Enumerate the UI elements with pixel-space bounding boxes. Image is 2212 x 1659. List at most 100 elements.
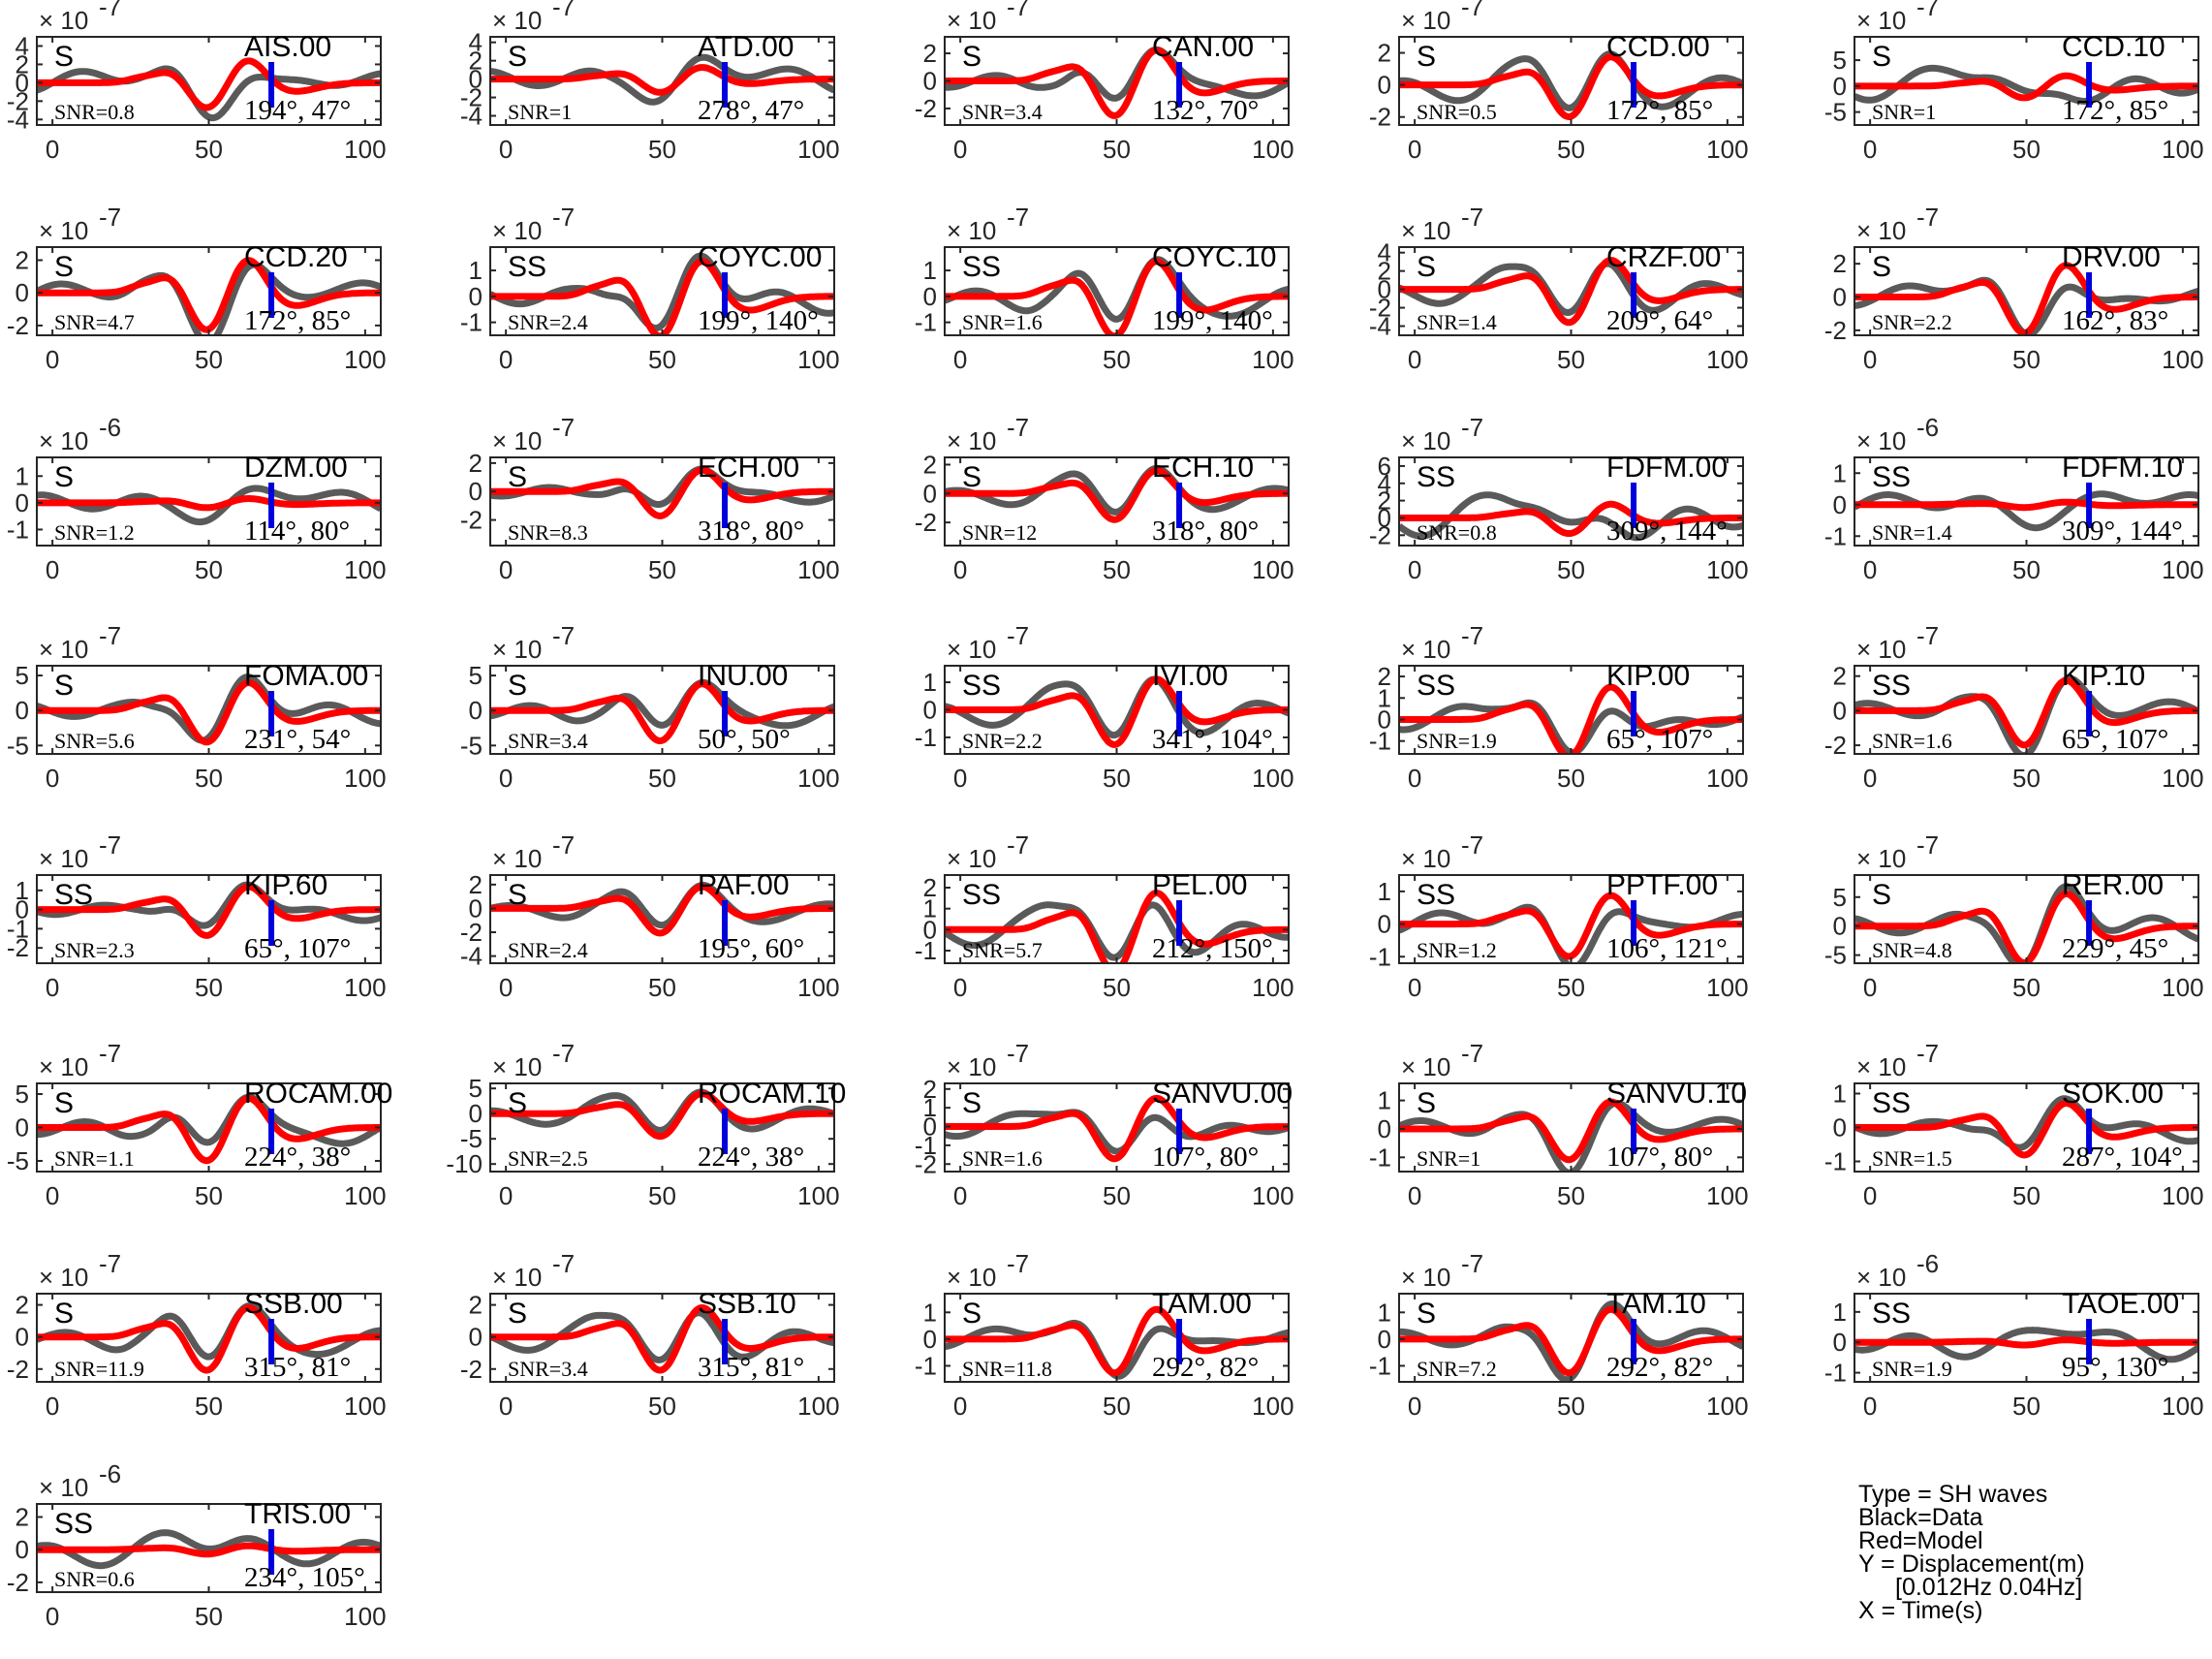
data-trace: [945, 46, 1289, 102]
y-exponent-power: -7: [1007, 1039, 1029, 1068]
x-tick-label: 100: [2162, 764, 2203, 793]
model-trace: [37, 57, 381, 111]
y-tick-label: -2: [460, 1355, 483, 1384]
x-tick-label: 0: [1408, 1392, 1421, 1421]
azimuth-label: 224°, 38°: [244, 1142, 351, 1173]
y-tick-label: 0: [469, 65, 483, 94]
x-tick-label: 50: [195, 345, 223, 374]
y-tick-label: 5: [1833, 883, 1847, 912]
x-tick-label: 100: [344, 764, 386, 793]
x-tick-label: 0: [499, 1392, 513, 1421]
y-exponent-power: -7: [1461, 1249, 1483, 1278]
x-tick-label: 50: [1557, 135, 1585, 164]
model-trace: [945, 1094, 1289, 1163]
y-tick-label: 2: [469, 47, 483, 76]
x-tick-label: 100: [1706, 555, 1748, 584]
y-exponent: × 10: [492, 1052, 542, 1081]
x-tick-label: 50: [2012, 555, 2041, 584]
snr-label: SNR=8.3: [508, 520, 588, 545]
station-label: SANVU.00: [1152, 1078, 1293, 1110]
snr-label: SNR=2.4: [508, 310, 588, 334]
y-tick-label: -1: [1369, 942, 1391, 971]
y-tick-label: -4: [7, 105, 29, 134]
x-tick-label: 100: [1706, 1181, 1748, 1210]
y-exponent: × 10: [39, 1473, 88, 1502]
x-tick-label: 50: [648, 555, 676, 584]
y-tick-label: 1: [923, 1093, 937, 1122]
y-tick-label: -1: [7, 914, 29, 943]
y-exponent: × 10: [39, 1263, 88, 1292]
y-tick-label: -2: [1824, 731, 1847, 760]
y-exponent: × 10: [1856, 1263, 1906, 1292]
azimuth-label: 231°, 54°: [244, 724, 351, 755]
y-exponent-power: -7: [552, 413, 575, 442]
snr-label: SNR=1.2: [54, 520, 135, 545]
y-tick-label: 5: [16, 661, 29, 690]
y-exponent-power: -7: [99, 0, 121, 21]
y-tick-label: 0: [16, 488, 29, 517]
y-tick-label: 0: [1833, 490, 1847, 519]
station-label: KIP.00: [1606, 660, 1690, 692]
y-tick-label: 0: [1833, 283, 1847, 312]
y-exponent-power: -6: [99, 1459, 121, 1488]
phase-label: S: [1417, 1298, 1436, 1330]
y-exponent: × 10: [39, 6, 88, 35]
y-tick-label: 2: [1378, 486, 1391, 516]
y-tick-label: 0: [1378, 503, 1391, 532]
y-tick-label: -2: [7, 311, 29, 340]
x-tick-label: 50: [2012, 135, 2041, 164]
y-tick-label: 0: [469, 1099, 483, 1128]
phase-label: SS: [1872, 1298, 1911, 1330]
y-tick-label: 0: [1833, 1113, 1847, 1143]
snr-label: SNR=1.1: [54, 1146, 135, 1171]
y-exponent: × 10: [492, 216, 542, 245]
y-exponent-power: -7: [99, 1039, 121, 1068]
y-tick-label: 5: [469, 661, 483, 690]
y-exponent: × 10: [947, 635, 996, 664]
y-exponent-power: -7: [552, 1039, 575, 1068]
x-tick-label: 50: [1557, 1392, 1585, 1421]
x-tick-label: 100: [797, 1392, 839, 1421]
y-tick-label: 0: [16, 895, 29, 924]
x-tick-label: 100: [1252, 135, 1293, 164]
station-label: SANVU.10: [1606, 1078, 1747, 1110]
y-tick-label: -2: [915, 1149, 937, 1178]
phase-label: SS: [54, 879, 93, 911]
y-exponent-power: -7: [99, 621, 121, 650]
x-tick-label: 50: [195, 1181, 223, 1210]
model-trace: [1399, 892, 1743, 960]
station-label: IVI.00: [1152, 660, 1228, 692]
x-tick-label: 100: [1706, 345, 1748, 374]
y-tick-label: -2: [1824, 316, 1847, 345]
data-trace: [490, 53, 834, 106]
phase-label: S: [1417, 251, 1436, 283]
snr-label: SNR=1.6: [962, 1146, 1043, 1171]
model-trace: [37, 1304, 381, 1374]
x-tick-label: 50: [648, 345, 676, 374]
x-tick-label: 100: [797, 555, 839, 584]
y-tick-label: 1: [16, 461, 29, 490]
snr-label: SNR=11.9: [54, 1357, 144, 1381]
azimuth-label: 309°, 144°: [1606, 516, 1728, 547]
y-exponent: × 10: [947, 216, 996, 245]
panel-PPTF.00: -1 0 1 0 50 100 × 10 -7SS PPTF.00 SNR=1.2 106°, 12…: [1369, 830, 1749, 1002]
station-label: FDFM.00: [1606, 452, 1728, 484]
y-tick-label: -1: [915, 1131, 937, 1160]
snr-label: SNR=1.9: [1872, 1357, 1952, 1381]
y-tick-label: 1: [923, 668, 937, 697]
y-tick-label: 0: [1378, 910, 1391, 939]
y-tick-label: 0: [1833, 912, 1847, 941]
station-label: TAM.10: [1606, 1288, 1706, 1320]
data-trace: [1399, 50, 1743, 111]
model-trace: [37, 1095, 381, 1165]
x-tick-label: 100: [2162, 1392, 2203, 1421]
phase-label: SS: [508, 251, 546, 283]
